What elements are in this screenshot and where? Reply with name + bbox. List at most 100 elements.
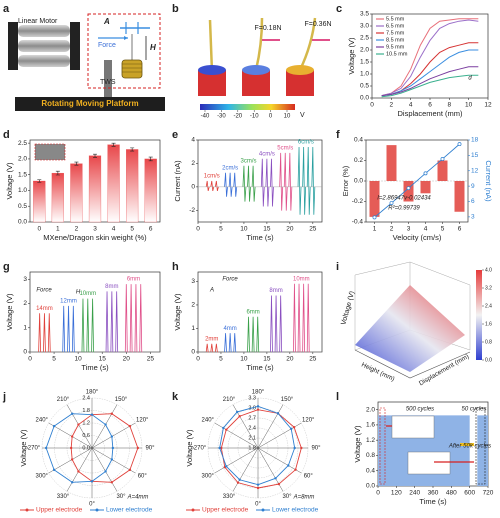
x-tick-label: 480 — [446, 490, 457, 497]
panel-label: e — [172, 129, 178, 141]
line — [381, 18, 479, 97]
x-tick-label: 0 — [37, 226, 41, 233]
legend-label: Lower electrode — [106, 507, 153, 514]
x-tick-label: 5 — [219, 356, 223, 363]
y2-axis-label: Current (nA) — [484, 160, 493, 202]
x-tick-label: 8 — [448, 102, 452, 109]
coil — [122, 63, 142, 73]
spike — [115, 291, 119, 353]
y-axis-label: Voltage (V) — [353, 425, 362, 463]
spoke — [257, 404, 284, 449]
radial-axis-label: Voltage (V) — [19, 429, 28, 467]
series-label: 10mm — [293, 276, 310, 282]
point — [389, 201, 394, 205]
panel-label: g — [3, 261, 10, 273]
spoke — [91, 404, 118, 449]
spoke — [257, 447, 302, 474]
spike — [256, 316, 260, 353]
spike — [247, 316, 251, 353]
angle-label: 0° — [89, 502, 95, 508]
point — [222, 426, 225, 430]
colorbar — [200, 104, 295, 110]
x-tick-label: 10 — [240, 356, 248, 363]
y-axis-label: Voltage (V) — [5, 293, 14, 331]
angle-label: 120° — [302, 418, 315, 424]
z-axis-label: Voltage (V) — [340, 290, 356, 325]
point — [300, 446, 303, 450]
spoke — [66, 404, 93, 449]
x-tick-label: 6 — [458, 226, 462, 233]
radial-tick-label: 3.3 — [248, 395, 256, 401]
spike — [297, 283, 302, 353]
spike — [311, 147, 316, 215]
y-tick-label: 3.5 — [360, 11, 369, 18]
point — [276, 412, 280, 415]
spike — [224, 172, 228, 197]
point — [90, 480, 94, 483]
cylinder-top — [286, 65, 314, 75]
radial-tick-label: 2.4 — [248, 425, 256, 431]
bar — [126, 149, 139, 223]
point — [457, 142, 462, 147]
x-tick-label: 5 — [130, 226, 134, 233]
x-axis-label: Height (mm) — [360, 361, 395, 382]
colorbar-tick-label: -10 — [250, 114, 259, 120]
arrow — [386, 425, 474, 463]
series-label: 2mm — [205, 336, 218, 342]
panel-label: l — [336, 391, 339, 403]
series-label: 4cm/s — [259, 151, 275, 157]
y-axis-label: Voltage (V) — [173, 293, 182, 331]
series-label: 2cm/s — [222, 165, 238, 171]
x-tick-label: 600 — [464, 490, 475, 497]
spike — [306, 283, 311, 353]
spoke — [91, 422, 136, 449]
angle-label: 210° — [223, 397, 236, 403]
legend-label: Lower electrode — [272, 507, 319, 514]
annotation: A=4mm — [127, 495, 149, 501]
point — [274, 477, 277, 480]
point — [423, 171, 428, 176]
y-tick-label: -0.2 — [352, 198, 364, 205]
panel-label: a — [3, 3, 10, 15]
y-tick-label: 0.4 — [366, 467, 375, 474]
spike — [242, 165, 247, 202]
y-tick-label: 0.0 — [18, 219, 27, 226]
bar — [33, 180, 46, 223]
point — [256, 483, 260, 486]
y-tick-label: 2 — [191, 160, 195, 167]
y-tick-label: -2 — [189, 207, 195, 214]
x-tick-label: 0 — [196, 226, 200, 233]
error-bar — [130, 147, 135, 152]
legend-marker — [25, 508, 29, 512]
bar — [403, 181, 414, 202]
y-axis-label: Current (nA) — [173, 160, 182, 202]
line — [381, 74, 479, 98]
series-label: 5cm/s — [277, 145, 293, 151]
legend-marker — [191, 508, 195, 512]
y-tick-label: 1.6 — [366, 422, 375, 429]
error-bar — [93, 153, 97, 158]
inset — [391, 415, 435, 439]
legend-label: 9.5 mm — [386, 44, 405, 50]
point — [52, 424, 56, 428]
x-tick-label: 25 — [309, 226, 317, 233]
y2-tick-label: 9 — [471, 183, 475, 190]
colorbar-tick-label: -20 — [233, 114, 242, 120]
x-tick-label: 6 — [428, 102, 432, 109]
cylinder-top — [242, 65, 270, 75]
spike — [91, 298, 95, 353]
panel-label: h — [172, 261, 179, 273]
y-tick-label: 2.5 — [360, 35, 369, 42]
annotation: A — [209, 288, 214, 294]
angle-label: 270° — [194, 446, 207, 452]
spike — [270, 158, 274, 207]
point — [225, 428, 228, 431]
y-tick-label: 3 — [191, 278, 195, 285]
bar — [144, 158, 157, 223]
legend-label: 5.5 mm — [386, 16, 405, 22]
y-axis-label: Voltage (V) — [5, 162, 14, 200]
spike — [210, 343, 214, 353]
x-axis-label: Time (s) — [81, 363, 109, 372]
colorbar-tick-label: -30 — [217, 114, 226, 120]
